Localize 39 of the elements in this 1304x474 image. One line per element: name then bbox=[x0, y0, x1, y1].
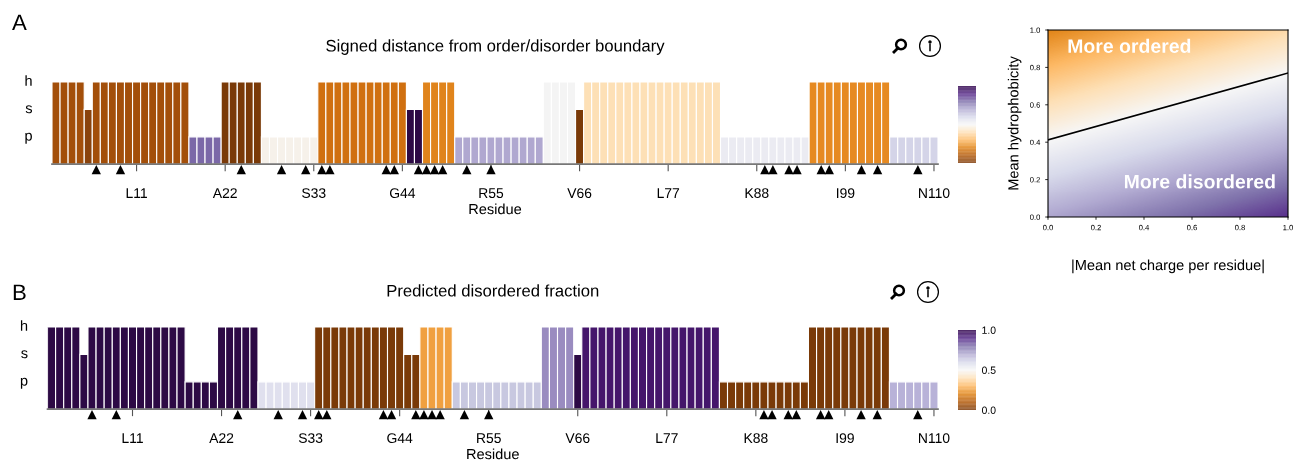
x-tick-label: L11 bbox=[126, 188, 147, 198]
x-tick-label: V66 bbox=[567, 188, 592, 199]
x-tick-label: N110 bbox=[919, 188, 950, 199]
color-bar-label: 0.0 bbox=[981, 406, 996, 414]
x-tick-label: L77 bbox=[657, 188, 680, 198]
color-bar-label: 1.0 bbox=[982, 326, 996, 334]
annotation: More disordered bbox=[1124, 174, 1275, 189]
chart-title: Predicted disordered fraction bbox=[387, 284, 599, 297]
x-tick-label: R55 bbox=[477, 433, 501, 444]
x-tick-label: K88 bbox=[744, 433, 768, 444]
x-tick-label: I99 bbox=[837, 188, 855, 199]
text: s bbox=[25, 105, 33, 114]
x-axis-title: |Mean net charge per residue| bbox=[1072, 259, 1264, 274]
x-tick-label: A22 bbox=[209, 433, 234, 443]
text: B bbox=[13, 284, 26, 300]
annotation: More ordered bbox=[1068, 38, 1191, 53]
x-tick-label: A22 bbox=[212, 188, 237, 198]
x-axis-title: Residue bbox=[469, 203, 522, 215]
x-tick-label: I99 bbox=[836, 433, 854, 444]
x-tick-label: L77 bbox=[656, 433, 678, 443]
x-tick-label: R55 bbox=[479, 188, 504, 199]
y-axis-title: Mean hydrophobicity bbox=[1007, 56, 1022, 190]
x-tick-label: G44 bbox=[389, 188, 416, 199]
x-tick-label: G44 bbox=[387, 433, 413, 444]
text: p bbox=[20, 377, 28, 389]
x-tick-label: S33 bbox=[298, 433, 323, 444]
text: A bbox=[12, 14, 27, 30]
x-tick-label: K88 bbox=[745, 188, 769, 199]
text: s bbox=[21, 350, 28, 359]
color-bar-label: 0.5 bbox=[981, 366, 996, 374]
x-tick-label: V66 bbox=[565, 433, 590, 444]
chart-title: Signed distance from order/disorder boundary bbox=[326, 39, 665, 55]
x-tick-label: S33 bbox=[302, 188, 326, 199]
x-tick-label: L11 bbox=[122, 433, 143, 443]
x-tick-label: N110 bbox=[919, 433, 950, 444]
text: h bbox=[20, 320, 28, 331]
x-axis-title: Residue bbox=[467, 448, 519, 460]
text: p bbox=[25, 132, 32, 144]
text: h bbox=[25, 75, 32, 86]
